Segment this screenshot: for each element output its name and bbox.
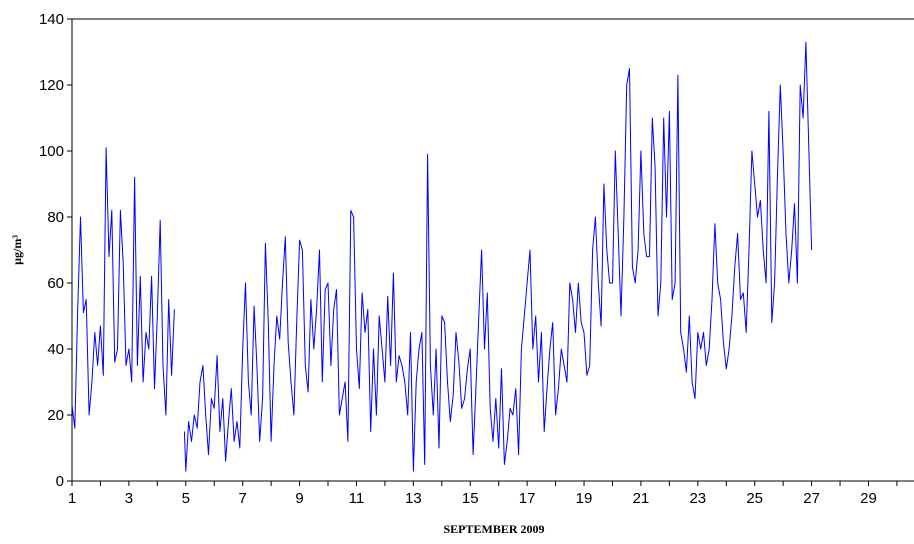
x-tick-label: 11 xyxy=(349,490,365,507)
y-tick-label: 100 xyxy=(39,143,64,160)
x-tick-label: 17 xyxy=(519,490,536,507)
y-tick-label: 40 xyxy=(47,341,64,358)
x-tick-label: 21 xyxy=(633,490,650,507)
x-tick-label: 3 xyxy=(125,490,133,507)
y-tick-label: 20 xyxy=(47,407,64,424)
x-tick-label: 9 xyxy=(295,490,303,507)
series-group xyxy=(71,41,813,472)
x-axis-ticks: 1 3 5 7 9 11 13 15 17 19 21 23 25 27 29 xyxy=(68,481,898,507)
x-tick-label: 1 xyxy=(68,490,76,507)
x-tick-label: 15 xyxy=(462,490,479,507)
x-tick-label: 7 xyxy=(239,490,247,507)
y-tick-label: 80 xyxy=(47,209,64,226)
x-tick-label: 19 xyxy=(576,490,593,507)
x-tick-label: 5 xyxy=(182,490,190,507)
x-tick-label: 23 xyxy=(689,490,706,507)
series-line xyxy=(183,41,813,472)
x-tick-label: 29 xyxy=(860,490,877,507)
y-axis-title: µg/m³ xyxy=(10,235,24,265)
series-line xyxy=(71,147,175,429)
x-tick-label: 27 xyxy=(803,490,820,507)
y-tick-label: 140 xyxy=(39,11,64,28)
y-tick-label: 120 xyxy=(39,77,64,94)
y-tick-label: 0 xyxy=(56,473,64,490)
x-tick-label: 25 xyxy=(746,490,763,507)
y-axis-ticks: 0 20 40 60 80 100 120 140 xyxy=(39,11,72,490)
x-tick-label: 13 xyxy=(405,490,422,507)
y-tick-label: 60 xyxy=(47,275,64,292)
x-axis-title: SEPTEMBER 2009 xyxy=(443,522,544,536)
